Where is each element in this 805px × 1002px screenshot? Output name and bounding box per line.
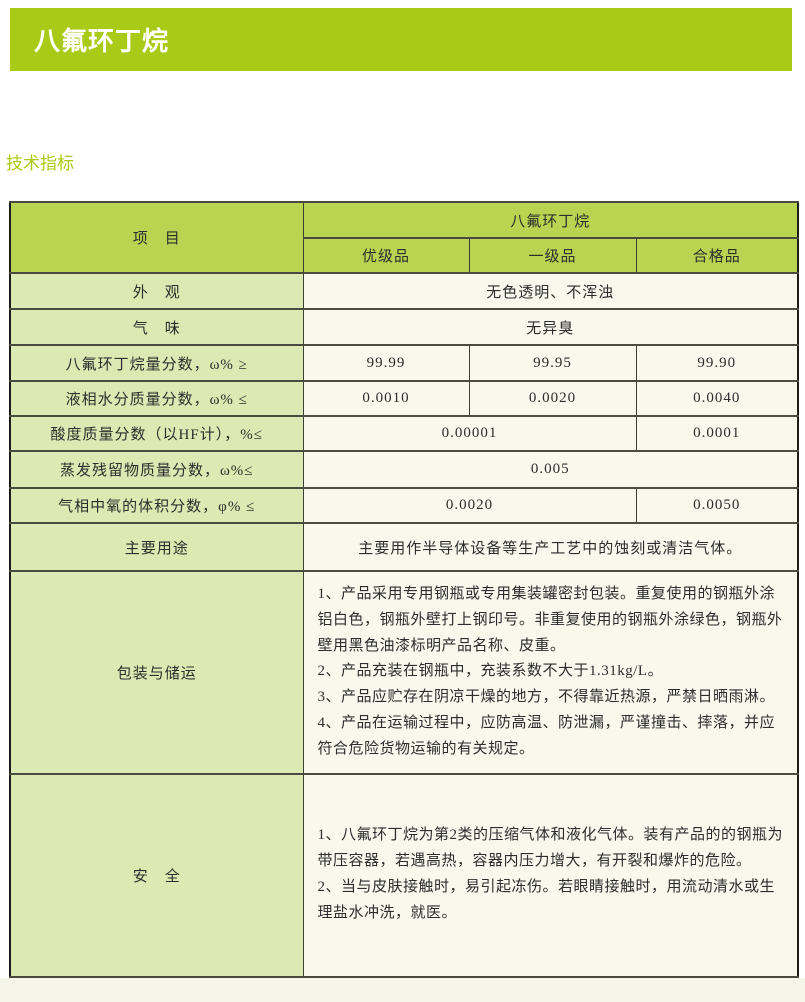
row-label-acidity: 酸度质量分数（以HF计），%≤ [9,416,304,451]
row-label-packaging: 包装与储运 [9,571,304,774]
row-label-residue: 蒸发残留物质量分数，ω%≤ [9,451,304,488]
table-row-appearance: 外 观 无色透明、不浑浊 [9,273,799,309]
row-value-appearance: 无色透明、不浑浊 [302,273,799,309]
row-value-odor: 无异臭 [302,309,799,345]
table-row-residue: 蒸发残留物质量分数，ω%≤ 0.005 [9,451,799,488]
row-value-moisture-first: 0.0020 [468,381,637,416]
row-label-safety: 安 全 [9,773,304,977]
table-row-moisture: 液相水分质量分数，ω% ≤ 0.0010 0.0020 0.0040 [9,381,799,416]
row-label-odor: 气 味 [9,309,304,345]
header-grade-first: 一级品 [468,238,637,273]
table-row-odor: 气 味 无异臭 [9,309,799,345]
table-row-safety: 安 全 1、八氟环丁烷为第2类的压缩气体和液化气体。装有产品的的钢瓶为带压容器，… [9,773,799,977]
table-header-row-product: 项 目 八氟环丁烷 [9,202,799,273]
row-label-appearance: 外 观 [9,273,304,309]
page-title: 八氟环丁烷 [34,26,170,56]
header-grade-premium: 优级品 [302,238,470,273]
row-value-acidity-premium-first: 0.00001 [302,416,637,451]
table-row-packaging: 包装与储运 1、产品采用专用钢瓶或专用集装罐密封包装。重复使用的钢瓶外涂铝白色，… [9,571,799,774]
section-heading: 技术指标 [6,154,74,173]
table-row-usage: 主要用途 主要用作半导体设备等生产工艺中的蚀刻或清洁气体。 [9,523,799,571]
row-value-residue: 0.005 [302,451,799,488]
spec-table: 项 目 八氟环丁烷 优级品 一级品 合格品 外 观 无色透明、不浑浊 气 味 无… [9,201,800,978]
header-item-cell: 项 目 [9,202,304,273]
row-label-purity: 八氟环丁烷量分数，ω% ≥ [9,345,304,381]
page: 八氟环丁烷 技术指标 项 目 八氟环丁烷 优级品 一级品 合格品 外 观 无色透… [0,8,805,1002]
row-value-oxygen-premium-first: 0.0020 [302,488,637,523]
page-title-bar: 八氟环丁烷 [10,8,792,71]
row-label-moisture: 液相水分质量分数，ω% ≤ [9,381,304,416]
table-header-row-grades: 优级品 一级品 合格品 [10,238,799,273]
header-grade-qualified: 合格品 [635,238,799,273]
row-value-purity-first: 99.95 [468,345,637,381]
footer-band [0,977,805,1002]
row-value-usage: 主要用作半导体设备等生产工艺中的蚀刻或清洁气体。 [302,523,799,571]
header-product-cell: 八氟环丁烷 [302,202,799,238]
row-value-acidity-qualified: 0.0001 [635,416,799,451]
table-row-oxygen: 气相中氧的体积分数，φ% ≤ 0.0020 0.0050 [9,488,799,523]
table-row-acidity: 酸度质量分数（以HF计），%≤ 0.00001 0.0001 [9,416,799,451]
row-value-packaging: 1、产品采用专用钢瓶或专用集装罐密封包装。重复使用的钢瓶外涂铝白色，钢瓶外壁打上… [302,571,799,774]
row-value-oxygen-qualified: 0.0050 [635,488,799,523]
table-row-purity: 八氟环丁烷量分数，ω% ≥ 99.99 99.95 99.90 [9,345,799,381]
row-value-moisture-qualified: 0.0040 [635,381,799,416]
row-label-usage: 主要用途 [9,523,304,571]
row-value-safety: 1、八氟环丁烷为第2类的压缩气体和液化气体。装有产品的的钢瓶为带压容器，若遇高热… [302,773,799,977]
row-value-moisture-premium: 0.0010 [302,381,470,416]
row-label-oxygen: 气相中氧的体积分数，φ% ≤ [9,488,304,523]
row-value-purity-premium: 99.99 [302,345,470,381]
row-value-purity-qualified: 99.90 [635,345,799,381]
